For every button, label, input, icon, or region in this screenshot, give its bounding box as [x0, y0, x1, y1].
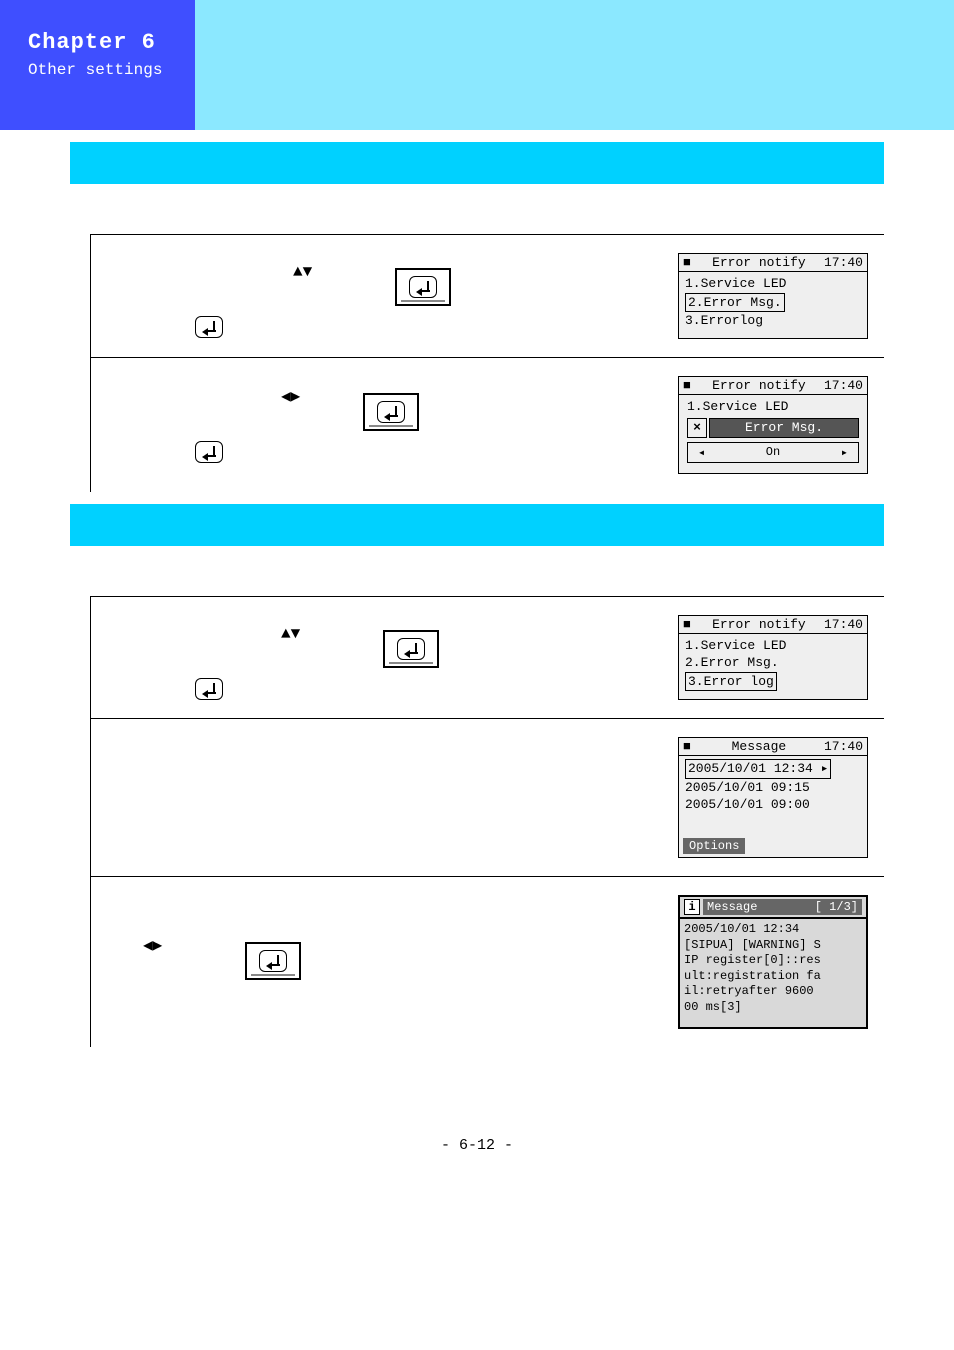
chevron-left-icon: ◂	[698, 445, 705, 460]
lcd-titlebar: Error notify 17:40	[679, 377, 867, 395]
param-label: Error Msg.	[709, 418, 859, 438]
enter-key-icon	[259, 950, 287, 972]
lcd-titlebar: Error notify 17:40	[679, 616, 867, 634]
step-row-1: ▲▼ Error notify 17:40 1.Service LED	[91, 235, 884, 357]
detail-body: 2005/10/01 12:34 [SIPUA] [WARNING] S IP …	[680, 918, 866, 1028]
enter-frame-icon	[245, 942, 301, 980]
lcd-title-left: Error notify	[712, 617, 806, 632]
lcd-error-msg-param: Error notify 17:40 1.Service LED × Error…	[678, 376, 868, 474]
lcd-title-left: Message	[732, 739, 787, 754]
chapter-title: Chapter 6	[28, 30, 195, 55]
content-box-1: ▲▼ Error notify 17:40 1.Service LED	[90, 234, 884, 492]
step-2-instruction: ◀▶	[113, 376, 660, 463]
content-box-2: ▲▼ Error notify 17:40 1.Service LED	[90, 596, 884, 1048]
lcd-title-left: Error notify	[712, 378, 806, 393]
list-item-selected[interactable]: 2005/10/01 12:34 ▸	[685, 759, 831, 779]
enter-frame-icon	[395, 268, 451, 306]
step-row-2: ◀▶ Error notify 17:40 1.Service LED	[91, 357, 884, 492]
enter-key-icon	[195, 316, 223, 338]
enter-key-icon	[195, 441, 223, 463]
menu-item-2[interactable]: 2.Error Msg.	[685, 654, 861, 672]
close-icon[interactable]: ×	[687, 418, 707, 438]
lcd-title-right: 17:40	[824, 255, 863, 270]
param-value-text: On	[766, 445, 780, 460]
header-blue: Chapter 6 Other settings	[0, 0, 195, 130]
lcd-error-notify-menu-2: Error notify 17:40 1.Service LED 2.Error…	[678, 615, 868, 701]
header-cyan	[195, 0, 954, 130]
step-3-instruction: ▲▼	[113, 615, 660, 700]
detail-title-text: Message	[707, 900, 757, 914]
up-down-icon: ▲▼	[281, 625, 300, 643]
section-bar-1	[70, 142, 884, 184]
enter-key-icon	[409, 276, 437, 298]
lcd-titlebar: Error notify 17:40	[679, 254, 867, 272]
step-row-3: ▲▼ Error notify 17:40 1.Service LED	[91, 597, 884, 719]
enter-key-icon	[397, 638, 425, 660]
step-row-5: ◀▶ i Message [ 1/3] 2005/10/01 12:34 [SI…	[91, 876, 884, 1048]
enter-frame-icon	[363, 393, 419, 431]
list-item[interactable]: 2005/10/01 09:15	[685, 779, 861, 797]
step-1-instruction: ▲▼	[113, 253, 660, 338]
menu-item-3-selected[interactable]: 3.Error log	[685, 672, 777, 692]
step-row-4: Message 17:40 2005/10/01 12:34 ▸ 2005/10…	[91, 718, 884, 876]
lcd-title-right: 17:40	[824, 739, 863, 754]
chapter-subtitle: Other settings	[28, 61, 195, 79]
lcd-title-left: Error notify	[712, 255, 806, 270]
options-softkey[interactable]: Options	[683, 838, 745, 854]
chevron-right-icon: ▸	[841, 445, 848, 460]
menu-item-1: 1.Service LED	[687, 399, 859, 414]
step-5-instruction: ◀▶	[113, 895, 660, 980]
enter-frame-icon	[383, 630, 439, 668]
left-right-icon: ◀▶	[281, 388, 300, 406]
lcd-titlebar: Message 17:40	[679, 738, 867, 756]
up-down-icon: ▲▼	[293, 263, 312, 281]
lcd-title-right: 17:40	[824, 378, 863, 393]
menu-item-3[interactable]: 3.Errorlog	[685, 312, 861, 330]
left-right-icon: ◀▶	[143, 937, 162, 955]
menu-item-1[interactable]: 1.Service LED	[685, 637, 861, 655]
enter-key-icon	[195, 678, 223, 700]
lcd-title-right: 17:40	[824, 617, 863, 632]
menu-item-1[interactable]: 1.Service LED	[685, 275, 861, 293]
section-bar-2	[70, 504, 884, 546]
page-number: - 6-12 -	[0, 1137, 954, 1154]
list-item[interactable]: 2005/10/01 09:00	[685, 796, 861, 814]
enter-key-icon	[377, 401, 405, 423]
info-icon: i	[684, 899, 700, 915]
menu-item-2-selected[interactable]: 2.Error Msg.	[685, 293, 785, 313]
detail-page-indicator: [ 1/3]	[815, 900, 858, 914]
lcd-message-list: Message 17:40 2005/10/01 12:34 ▸ 2005/10…	[678, 737, 868, 858]
lcd-error-notify-menu: Error notify 17:40 1.Service LED 2.Error…	[678, 253, 868, 339]
step-4-instruction	[113, 737, 660, 747]
page-header: Chapter 6 Other settings	[0, 0, 954, 130]
lcd-message-detail: i Message [ 1/3] 2005/10/01 12:34 [SIPUA…	[678, 895, 868, 1030]
param-value-selector[interactable]: ◂ On ▸	[687, 442, 859, 463]
